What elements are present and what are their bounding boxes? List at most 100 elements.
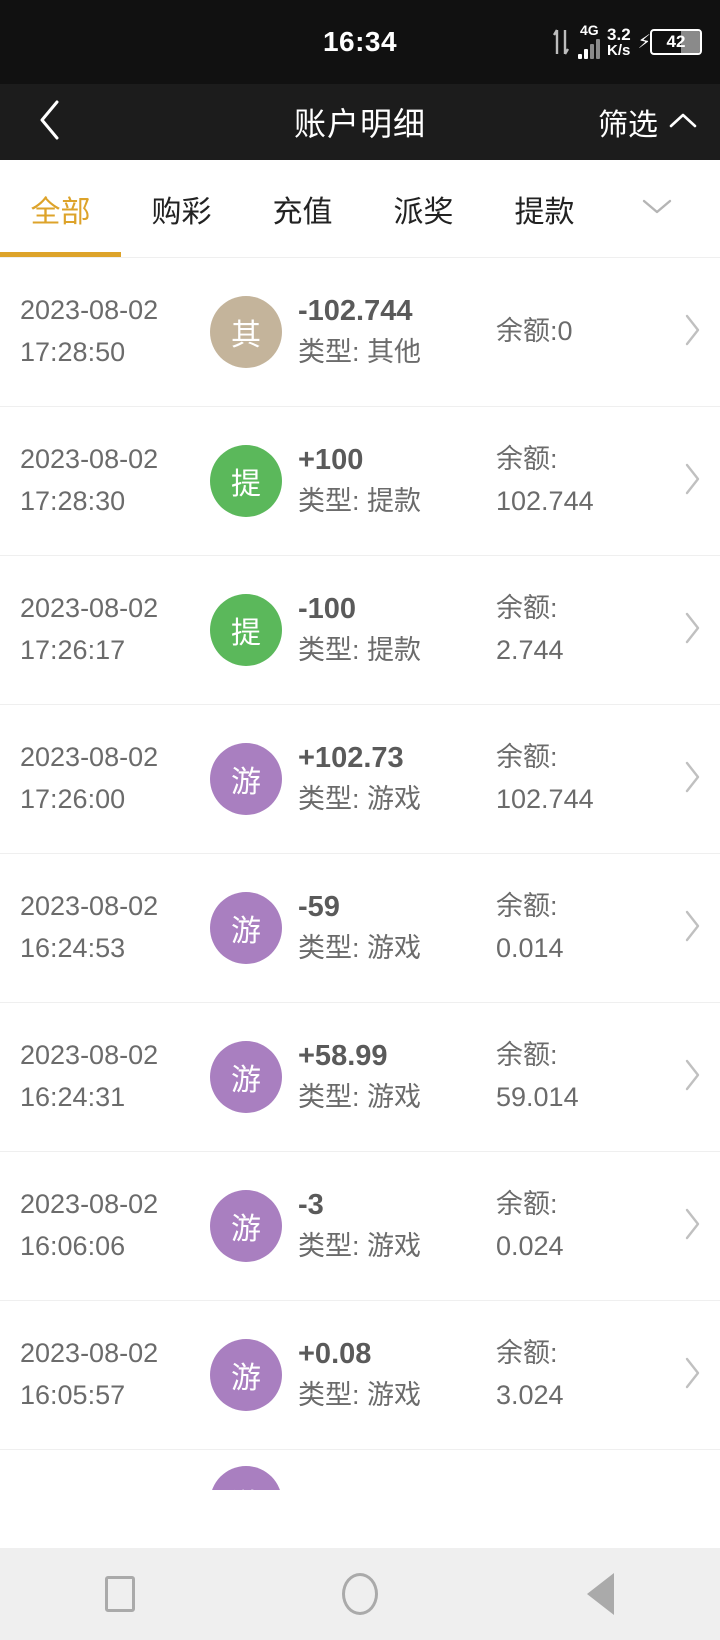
transaction-list[interactable]: 2023-08-02 17:28:50 其 -102.744 类型: 其他 余额:0 202… xyxy=(0,258,720,1548)
row-chevron[interactable] xyxy=(664,759,720,800)
page-title: 账户明细 xyxy=(293,106,426,142)
row-time: 16:24:53 xyxy=(20,933,126,963)
signal-icon: 4G xyxy=(578,22,601,59)
chevron-right-icon xyxy=(681,908,703,949)
row-balance: 余额: 0.024 xyxy=(496,1184,664,1268)
row-time: 17:28:30 xyxy=(20,486,126,516)
back-button[interactable] xyxy=(22,94,78,150)
tab-label: 提款 xyxy=(514,195,575,229)
row-date: 2023-08-02 xyxy=(20,1040,159,1071)
row-balance-value: 3.024 xyxy=(496,1380,564,1410)
table-row[interactable]: 2023-08-02 17:28:30 提 +100 类型: 提款 余额: 102.744 xyxy=(0,407,720,556)
filter-button[interactable]: 筛选 xyxy=(598,100,698,144)
battery-icon: 42 xyxy=(650,29,702,55)
status-bar: 16:34 4G 3.2 K/s ⚡ 42 xyxy=(0,0,720,84)
row-chevron[interactable] xyxy=(664,1206,720,1247)
row-datetime: 2023-08-02 16:24:31 xyxy=(0,1035,198,1119)
system-nav-bar xyxy=(0,1548,720,1640)
row-amount: -102.744 xyxy=(298,295,413,328)
row-balance-label: 余额:0 xyxy=(496,316,573,347)
table-row[interactable]: 2023-08-02 16:05:57 游 +0.08 类型: 游戏 余额: 3.024 xyxy=(0,1301,720,1450)
row-avatar-cell: 游 xyxy=(198,1339,294,1411)
tab-lottery[interactable]: 购彩 xyxy=(121,160,242,257)
row-chevron[interactable] xyxy=(664,312,720,353)
chevron-right-icon xyxy=(681,461,703,502)
row-avatar-cell: 其 xyxy=(198,296,294,368)
row-details: -102.744 类型: 其他 xyxy=(294,291,496,372)
row-balance-label: 余额: xyxy=(496,891,558,922)
table-row[interactable]: 2023-08-02 16:06:06 游 -3 类型: 游戏 余额: 0.024 xyxy=(0,1152,720,1301)
row-datetime: 2023-08-02 17:26:17 xyxy=(0,588,198,672)
tab-label: 充值 xyxy=(272,195,333,229)
row-time: 16:24:31 xyxy=(20,1082,126,1112)
table-row[interactable]: 2023-08-02 17:26:00 游 +102.73 类型: 游戏 余额: 102.7… xyxy=(0,705,720,854)
row-balance: 余额: 102.744 xyxy=(496,439,664,523)
data-transfer-icon xyxy=(551,27,571,57)
row-balance-label: 余额: xyxy=(496,1189,558,1220)
row-details: +100 类型: 提款 xyxy=(294,440,496,521)
category-tabs: 全部 购彩 充值 派奖 提款 xyxy=(0,160,720,258)
row-chevron[interactable] xyxy=(664,908,720,949)
app-header: 账户明细 筛选 xyxy=(0,84,720,160)
chevron-right-icon xyxy=(681,312,703,353)
row-balance: 余额: 0.014 xyxy=(496,886,664,970)
recents-button[interactable] xyxy=(60,1548,180,1640)
row-amount: +100 xyxy=(298,444,364,477)
row-type: 类型: 游戏 xyxy=(298,784,422,815)
row-balance-value: 0.024 xyxy=(496,1231,564,1261)
tab-deposit[interactable]: 充值 xyxy=(242,160,363,257)
avatar: 游 xyxy=(210,892,282,964)
row-type: 类型: 游戏 xyxy=(298,933,422,964)
charging-bolt-icon: ⚡ xyxy=(637,31,651,53)
row-chevron[interactable] xyxy=(664,461,720,502)
row-balance: 余额: 2.744 xyxy=(496,588,664,672)
table-row[interactable]: 2023-08-02 17:26:17 提 -100 类型: 提款 余额: 2.744 xyxy=(0,556,720,705)
row-avatar-cell: 游 xyxy=(198,1450,294,1490)
row-datetime: 2023-08-02 16:06:06 xyxy=(0,1184,198,1268)
row-date: 2023-08-02 xyxy=(20,1189,159,1220)
tab-payout[interactable]: 派奖 xyxy=(363,160,484,257)
network-type-label: 4G xyxy=(580,22,599,38)
row-balance-label: 余额: xyxy=(496,1338,558,1369)
row-time: 17:26:17 xyxy=(20,635,126,665)
row-chevron[interactable] xyxy=(664,1057,720,1098)
table-row[interactable]: 2023-08-02 17:28:50 其 -102.744 类型: 其他 余额:0 xyxy=(0,258,720,407)
row-type: 类型: 提款 xyxy=(298,486,422,517)
row-balance-label: 余额: xyxy=(496,1040,558,1071)
chevron-down-icon xyxy=(640,195,674,222)
status-clock: 16:34 xyxy=(322,26,398,57)
avatar: 游 xyxy=(210,1339,282,1411)
row-datetime: 2023-08-02 16:24:53 xyxy=(0,886,198,970)
table-row[interactable]: 2023-08-02 16:24:53 游 -59 类型: 游戏 余额: 0.014 xyxy=(0,854,720,1003)
row-chevron[interactable] xyxy=(664,1355,720,1396)
row-balance-label: 余额: xyxy=(496,444,558,475)
tab-withdraw[interactable]: 提款 xyxy=(484,160,605,257)
filter-label: 筛选 xyxy=(598,109,658,142)
row-date: 2023-08-02 xyxy=(20,593,159,624)
row-details: +0.08 类型: 游戏 xyxy=(294,1334,496,1415)
tabs-expand-button[interactable] xyxy=(640,160,674,257)
avatar: 游 xyxy=(210,1466,282,1490)
row-type: 类型: 其他 xyxy=(298,337,422,368)
avatar: 游 xyxy=(210,1190,282,1262)
square-icon xyxy=(105,1576,135,1612)
row-balance-label: 余额: xyxy=(496,593,558,624)
network-speed: 3.2 K/s xyxy=(607,26,631,58)
row-avatar-cell: 游 xyxy=(198,1190,294,1262)
chevron-right-icon xyxy=(681,759,703,800)
row-date: 2023-08-02 xyxy=(20,891,159,922)
tab-label: 购彩 xyxy=(151,195,212,229)
row-balance-value: 102.744 xyxy=(496,784,594,814)
row-balance: 余额: 3.024 xyxy=(496,1333,664,1417)
row-chevron[interactable] xyxy=(664,610,720,651)
row-date: 2023-08-02 xyxy=(20,1338,159,1369)
chevron-right-icon xyxy=(681,1355,703,1396)
row-date: 2023-08-02 xyxy=(20,444,159,475)
tab-all[interactable]: 全部 xyxy=(0,160,121,257)
system-back-button[interactable] xyxy=(540,1548,660,1640)
table-row[interactable]: 2023-08-02 16:24:31 游 +58.99 类型: 游戏 余额: 59.014 xyxy=(0,1003,720,1152)
row-avatar-cell: 提 xyxy=(198,594,294,666)
row-type: 类型: 游戏 xyxy=(298,1231,422,1262)
table-row[interactable]: 游 xyxy=(0,1450,720,1490)
home-button[interactable] xyxy=(300,1548,420,1640)
